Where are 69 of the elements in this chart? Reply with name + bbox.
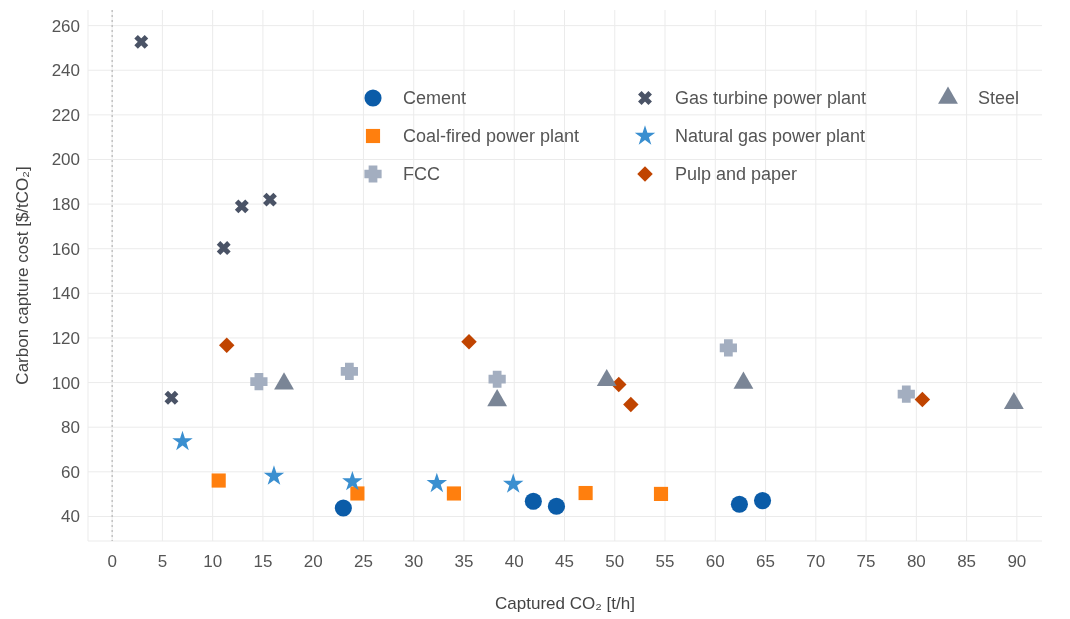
- x-tick-label: 80: [906, 552, 926, 571]
- y-tick-label: 40: [61, 507, 80, 527]
- x-tick-label: 30: [404, 552, 424, 571]
- y-tick-label: 160: [51, 239, 80, 259]
- point: [524, 492, 542, 510]
- y-tick-label: 60: [61, 462, 80, 482]
- x-tick-label: 75: [856, 552, 876, 571]
- x-tick-label: 65: [756, 552, 776, 571]
- point: [234, 198, 250, 215]
- y-tick-label: 180: [51, 195, 80, 215]
- x-tick-label: 45: [555, 552, 574, 571]
- point: [133, 34, 149, 50]
- x-tick-label: 50: [605, 552, 625, 571]
- point: [578, 485, 593, 501]
- x-tick-label: 10: [203, 552, 223, 571]
- x-tick-label: 25: [353, 552, 373, 571]
- x-tick-label: 5: [157, 552, 168, 571]
- x-tick-label: 15: [253, 552, 273, 571]
- point: [211, 473, 226, 488]
- y-tick-label: 220: [51, 105, 80, 125]
- y-tick-label: 100: [51, 373, 80, 393]
- x-tick-label: 55: [655, 552, 675, 571]
- point: [218, 337, 235, 354]
- x-tick-label: 70: [806, 552, 826, 571]
- x-tick-label: 35: [454, 552, 474, 571]
- legend-label: Pulp and paper: [675, 164, 798, 184]
- y-tick-label: 120: [51, 328, 80, 348]
- x-tick-label: 60: [705, 552, 725, 571]
- x-tick-label: 20: [303, 552, 323, 571]
- point: [163, 390, 180, 406]
- point: [262, 191, 278, 208]
- point: [914, 391, 931, 408]
- x-tick-label: 0: [107, 552, 117, 571]
- x-axis-title: Captured CO₂ [t/h]: [495, 594, 635, 613]
- x-tick-label: 40: [504, 552, 524, 571]
- point: [502, 473, 524, 493]
- point: [426, 472, 448, 493]
- legend-label: Coal-fired power plant: [403, 126, 580, 146]
- point: [623, 396, 639, 413]
- x-tick-label: 85: [957, 552, 977, 571]
- point: [461, 334, 477, 350]
- point: [340, 362, 358, 381]
- y-tick-label: 80: [61, 418, 80, 438]
- point: [753, 492, 772, 510]
- point: [547, 497, 566, 515]
- point: [250, 373, 268, 391]
- point: [350, 486, 365, 501]
- point: [488, 370, 506, 388]
- point: [342, 470, 363, 491]
- point: [172, 430, 193, 451]
- point: [730, 495, 748, 513]
- point: [334, 499, 352, 517]
- point: [446, 486, 461, 501]
- legend-label: Gas turbine power plant: [675, 88, 867, 108]
- point: [897, 385, 915, 403]
- x-tick-label: 90: [1007, 552, 1027, 571]
- y-tick-label: 140: [51, 284, 80, 304]
- legend-label: Natural gas power plant: [675, 126, 866, 146]
- y-tick-label: 260: [51, 16, 80, 36]
- legend-label: FCC: [403, 164, 440, 184]
- point: [719, 339, 737, 357]
- y-axis-title: Carbon capture cost [$/tCO₂]: [13, 166, 32, 385]
- point: [216, 240, 232, 256]
- point: [263, 465, 285, 485]
- y-tick-label: 200: [51, 150, 80, 170]
- y-tick-label: 240: [51, 61, 80, 81]
- legend-label: Cement: [403, 88, 467, 108]
- legend-label: Steel: [978, 88, 1020, 108]
- point: [653, 486, 669, 501]
